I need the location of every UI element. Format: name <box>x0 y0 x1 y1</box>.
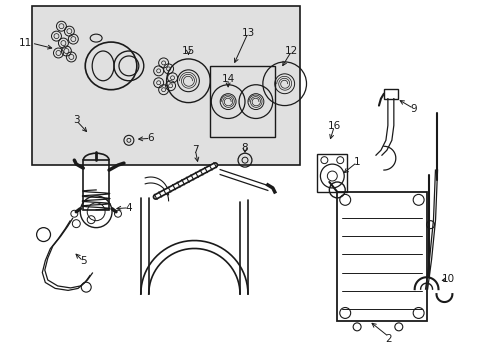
Text: 6: 6 <box>147 133 154 143</box>
Text: 15: 15 <box>182 46 195 56</box>
Text: 7: 7 <box>192 145 198 155</box>
Bar <box>210 66 274 137</box>
Text: 2: 2 <box>385 334 391 344</box>
Text: 13: 13 <box>241 28 254 38</box>
Text: 14: 14 <box>221 74 234 84</box>
Text: 10: 10 <box>441 274 454 284</box>
Text: 3: 3 <box>73 116 80 126</box>
Text: 4: 4 <box>125 203 132 213</box>
Bar <box>337 192 426 321</box>
Bar <box>383 89 397 99</box>
Bar <box>32 6 299 165</box>
Text: 8: 8 <box>241 143 248 153</box>
Text: 1: 1 <box>353 157 360 167</box>
Text: 12: 12 <box>285 46 298 56</box>
Bar <box>317 154 346 192</box>
Text: 11: 11 <box>19 38 32 48</box>
Text: 5: 5 <box>80 256 86 266</box>
Text: 9: 9 <box>409 104 416 113</box>
Text: 16: 16 <box>327 121 340 131</box>
Bar <box>83 160 109 210</box>
